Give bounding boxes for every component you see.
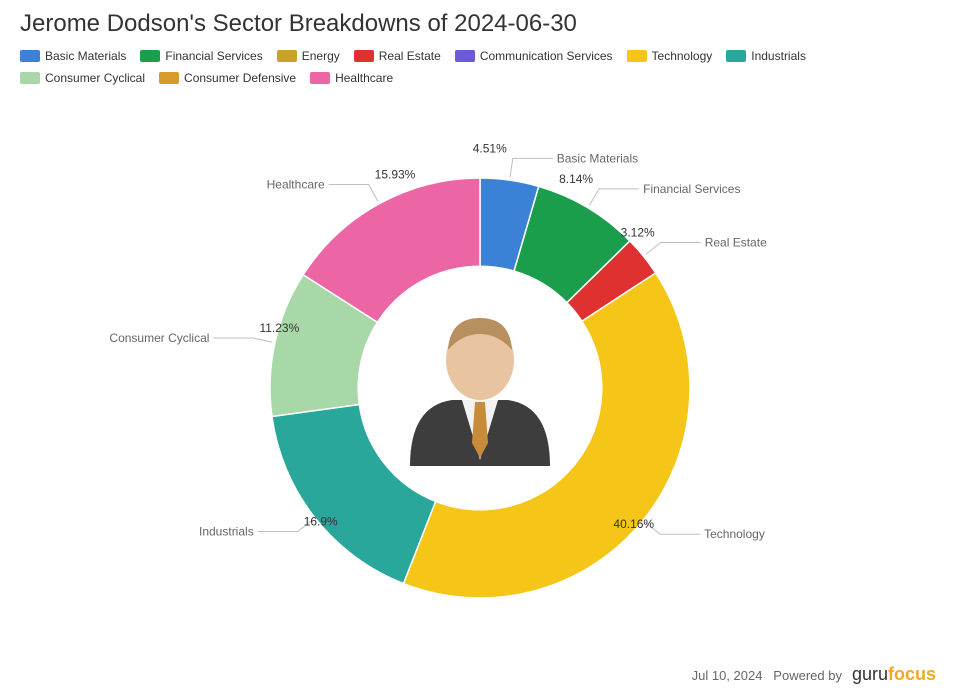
legend-swatch — [20, 50, 40, 62]
avatar-icon — [395, 313, 565, 468]
legend-item: Consumer Defensive — [159, 68, 296, 88]
legend-swatch — [627, 50, 647, 62]
slice-label: Consumer Cyclical — [109, 331, 209, 345]
callout-line — [510, 158, 553, 177]
legend-item: Healthcare — [310, 68, 393, 88]
legend-item: Technology — [627, 46, 713, 66]
legend-swatch — [159, 72, 179, 84]
brand-guru: guru — [852, 664, 888, 685]
callout-line — [329, 184, 378, 201]
legend-label: Healthcare — [335, 68, 393, 88]
legend-item: Communication Services — [455, 46, 613, 66]
footer-powered: Powered by — [773, 668, 842, 683]
legend-label: Basic Materials — [45, 46, 126, 66]
brand-focus: focus — [888, 664, 936, 685]
callout-line — [646, 243, 701, 255]
legend-swatch — [310, 72, 330, 84]
legend-label: Technology — [652, 46, 713, 66]
slice-label: Industrials — [199, 524, 254, 538]
slice-label: Technology — [704, 527, 765, 541]
legend-item: Industrials — [726, 46, 806, 66]
legend-swatch — [726, 50, 746, 62]
chart-container: Jerome Dodson's Sector Breakdowns of 202… — [0, 0, 960, 697]
legend-item: Basic Materials — [20, 46, 126, 66]
slice-label: Financial Services — [643, 182, 740, 196]
slice-label: Basic Materials — [557, 151, 638, 165]
donut-chart: Basic Materials 4.51% Financial Services 8.… — [0, 88, 960, 648]
slice-percent: 16.9% — [304, 514, 338, 528]
legend-swatch — [277, 50, 297, 62]
callout-line — [589, 189, 639, 205]
legend-label: Real Estate — [379, 46, 441, 66]
chart-footer: Jul 10, 2024 Powered by gurufocus — [692, 664, 936, 685]
legend-swatch — [354, 50, 374, 62]
legend-item: Energy — [277, 46, 340, 66]
legend-swatch — [20, 72, 40, 84]
legend-item: Consumer Cyclical — [20, 68, 145, 88]
legend-label: Consumer Cyclical — [45, 68, 145, 88]
callout-line — [213, 338, 272, 342]
legend-swatch — [455, 50, 475, 62]
chart-legend: Basic Materials Financial Services Energy R… — [20, 46, 940, 90]
footer-date: Jul 10, 2024 — [692, 668, 763, 683]
legend-item: Financial Services — [140, 46, 262, 66]
legend-swatch — [140, 50, 160, 62]
slice-percent: 11.23% — [259, 321, 299, 335]
legend-label: Communication Services — [480, 46, 613, 66]
slice-percent: 4.51% — [473, 141, 507, 155]
slice-label: Healthcare — [267, 177, 325, 191]
slice-percent: 3.12% — [621, 226, 655, 240]
slice-label: Real Estate — [705, 236, 767, 250]
slice-percent: 8.14% — [559, 172, 593, 186]
slice-percent: 40.16% — [613, 517, 654, 531]
legend-label: Industrials — [751, 46, 806, 66]
legend-label: Consumer Defensive — [184, 68, 296, 88]
page-title: Jerome Dodson's Sector Breakdowns of 202… — [20, 10, 577, 38]
legend-label: Energy — [302, 46, 340, 66]
legend-item: Real Estate — [354, 46, 441, 66]
slice-percent: 15.93% — [375, 167, 416, 181]
legend-label: Financial Services — [165, 46, 262, 66]
